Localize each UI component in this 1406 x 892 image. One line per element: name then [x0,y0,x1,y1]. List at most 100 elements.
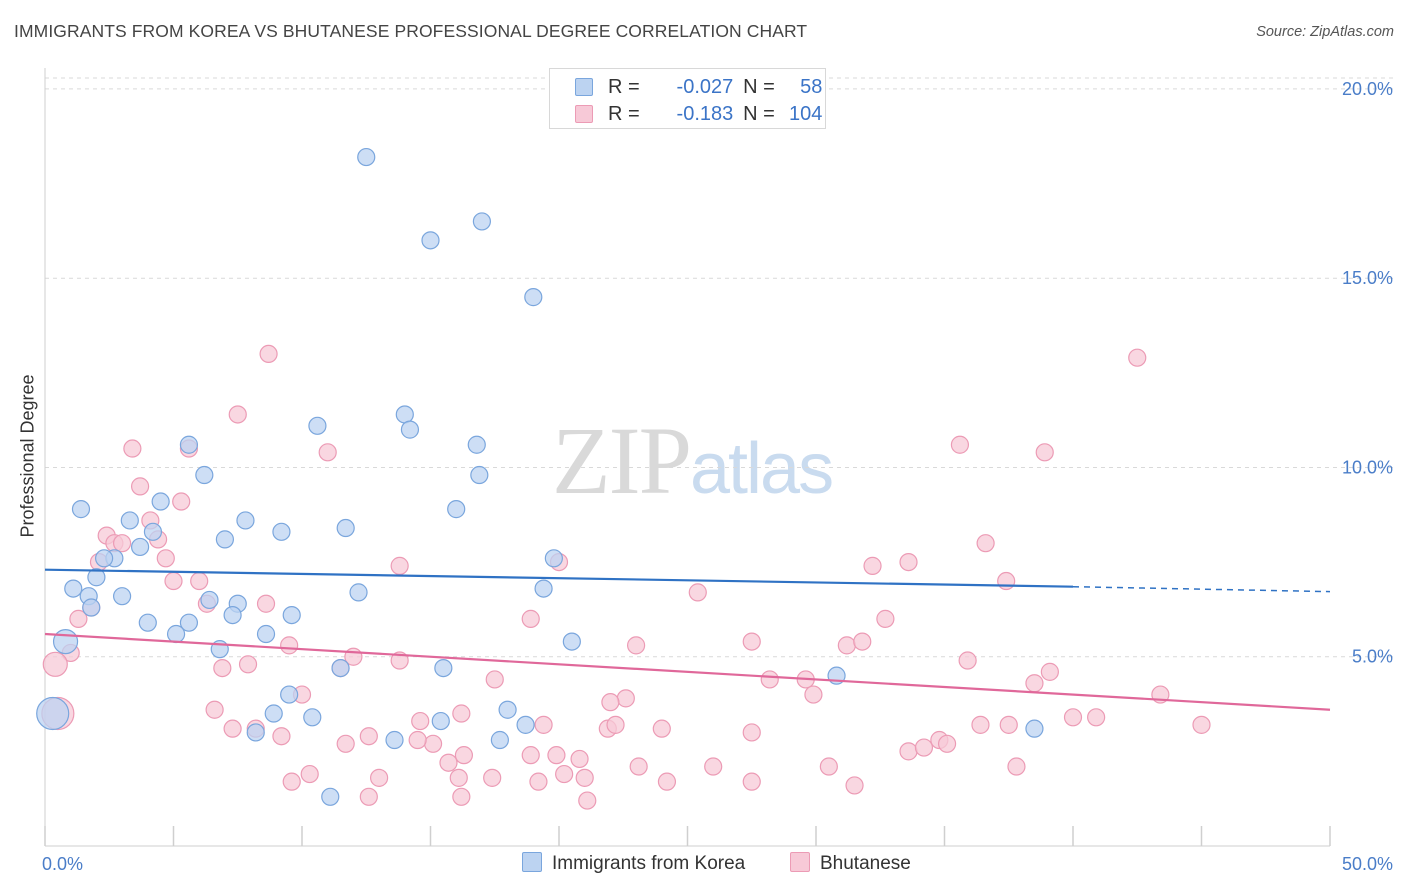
bhutanese-point [760,670,779,689]
korea-point [87,568,106,587]
korea-point [467,435,486,454]
bhutanese-point [390,651,409,670]
bhutanese-point [1007,757,1026,776]
bhutanese-point [837,636,856,655]
bhutanese-point [1063,708,1083,727]
bhutanese-point [69,609,88,628]
korea-point [498,700,517,719]
bhutanese-point [123,439,142,458]
bhutanese-point [976,534,995,553]
bhutanese-point [971,715,990,734]
bhutanese-point [1040,662,1059,681]
korea-point [308,416,327,435]
bhutanese-point [439,753,458,772]
bhutanese-point [483,768,502,787]
bhutanese-point [997,571,1016,591]
korea-point [82,598,101,617]
bhutanese-point [318,443,337,462]
bhutanese-point [411,711,430,731]
bhutanese-point [547,746,566,765]
bhutanese-point [223,719,242,738]
bhutanese-point [742,723,761,742]
bhutanese-point [704,757,723,776]
bottom-legend-korea: Immigrants from Korea [522,852,745,875]
bhutanese-point [899,552,918,572]
korea-point [256,624,276,644]
bhutanese-point [626,636,646,655]
x-tick-label: 0.0% [42,854,83,874]
bhutanese-point [958,651,977,670]
legend-r-label: R = [608,103,640,125]
legend-n-value-bhutanese: 104 [789,103,823,125]
bhutanese-point [452,787,471,806]
bhutanese-point [282,772,301,791]
bhutanese-point [742,632,761,651]
bhutanese-point [190,571,209,591]
korea-point [385,730,404,750]
bhutanese-point [228,405,247,424]
watermark-atlas: atlas [690,429,834,509]
korea-point [349,583,368,602]
korea-point [544,549,563,568]
bhutanese-point [42,651,68,677]
bhutanese-point [370,768,389,787]
bhutanese-point [853,632,872,651]
korea-point [272,522,291,541]
korea-point [400,420,420,439]
korea-trend-line [44,568,1074,588]
korea-point [151,492,170,511]
bhutanese-point [629,757,648,776]
bhutanese-trend-line [44,632,1331,711]
korea-point [236,511,255,530]
korea-point [64,579,83,598]
korea-point [130,537,150,557]
korea-point [138,613,157,632]
bhutanese-point [937,734,957,753]
korea-point [223,605,242,625]
bottom-legend-label-korea: Immigrants from Korea [552,853,746,874]
chart-title: IMMIGRANTS FROM KOREA VS BHUTANESE PROFE… [14,21,808,41]
korea-point [282,605,301,625]
korea-point [524,288,543,307]
korea-point [357,147,376,167]
bhutanese-point [172,492,191,511]
legend-n-value-korea: 58 [800,76,823,98]
korea-point [112,587,132,606]
korea-point [516,715,535,734]
bhutanese-point [616,689,635,708]
bhutanese-point [914,738,934,757]
legend-r-label: R = [608,76,640,98]
korea-point [434,658,453,678]
korea-point [336,518,355,538]
korea-point [1025,719,1044,738]
korea-point [431,711,450,731]
bhutanese-point [359,787,378,806]
korea-point [36,696,70,731]
bhutanese-point [845,776,864,795]
bhutanese-point [1192,715,1211,734]
bhutanese-point [521,746,540,765]
y-tick-label: 10.0% [1342,457,1393,477]
bhutanese-point [1035,443,1054,462]
bhutanese-point [454,746,474,765]
korea-point [470,465,489,485]
bhutanese-point [256,594,276,613]
korea-point [303,708,322,727]
bhutanese-point [742,772,761,791]
korea-point [120,511,139,530]
y-axis-label: Professional Degree [17,374,38,538]
korea-point [179,613,199,632]
korea-point [200,590,219,610]
bhutanese-point [156,549,175,568]
bhutanese-point [259,344,278,364]
bhutanese-point [819,757,838,776]
legend-n-label: N = [743,76,775,98]
korea-point [95,549,114,568]
bhutanese-point [521,609,540,628]
bottom-legend-swatch-korea [522,852,542,872]
bhutanese-point [575,768,594,787]
bhutanese-point [449,768,468,787]
bhutanese-point [950,435,970,454]
bhutanese-point [485,670,504,689]
korea-point [52,628,79,655]
